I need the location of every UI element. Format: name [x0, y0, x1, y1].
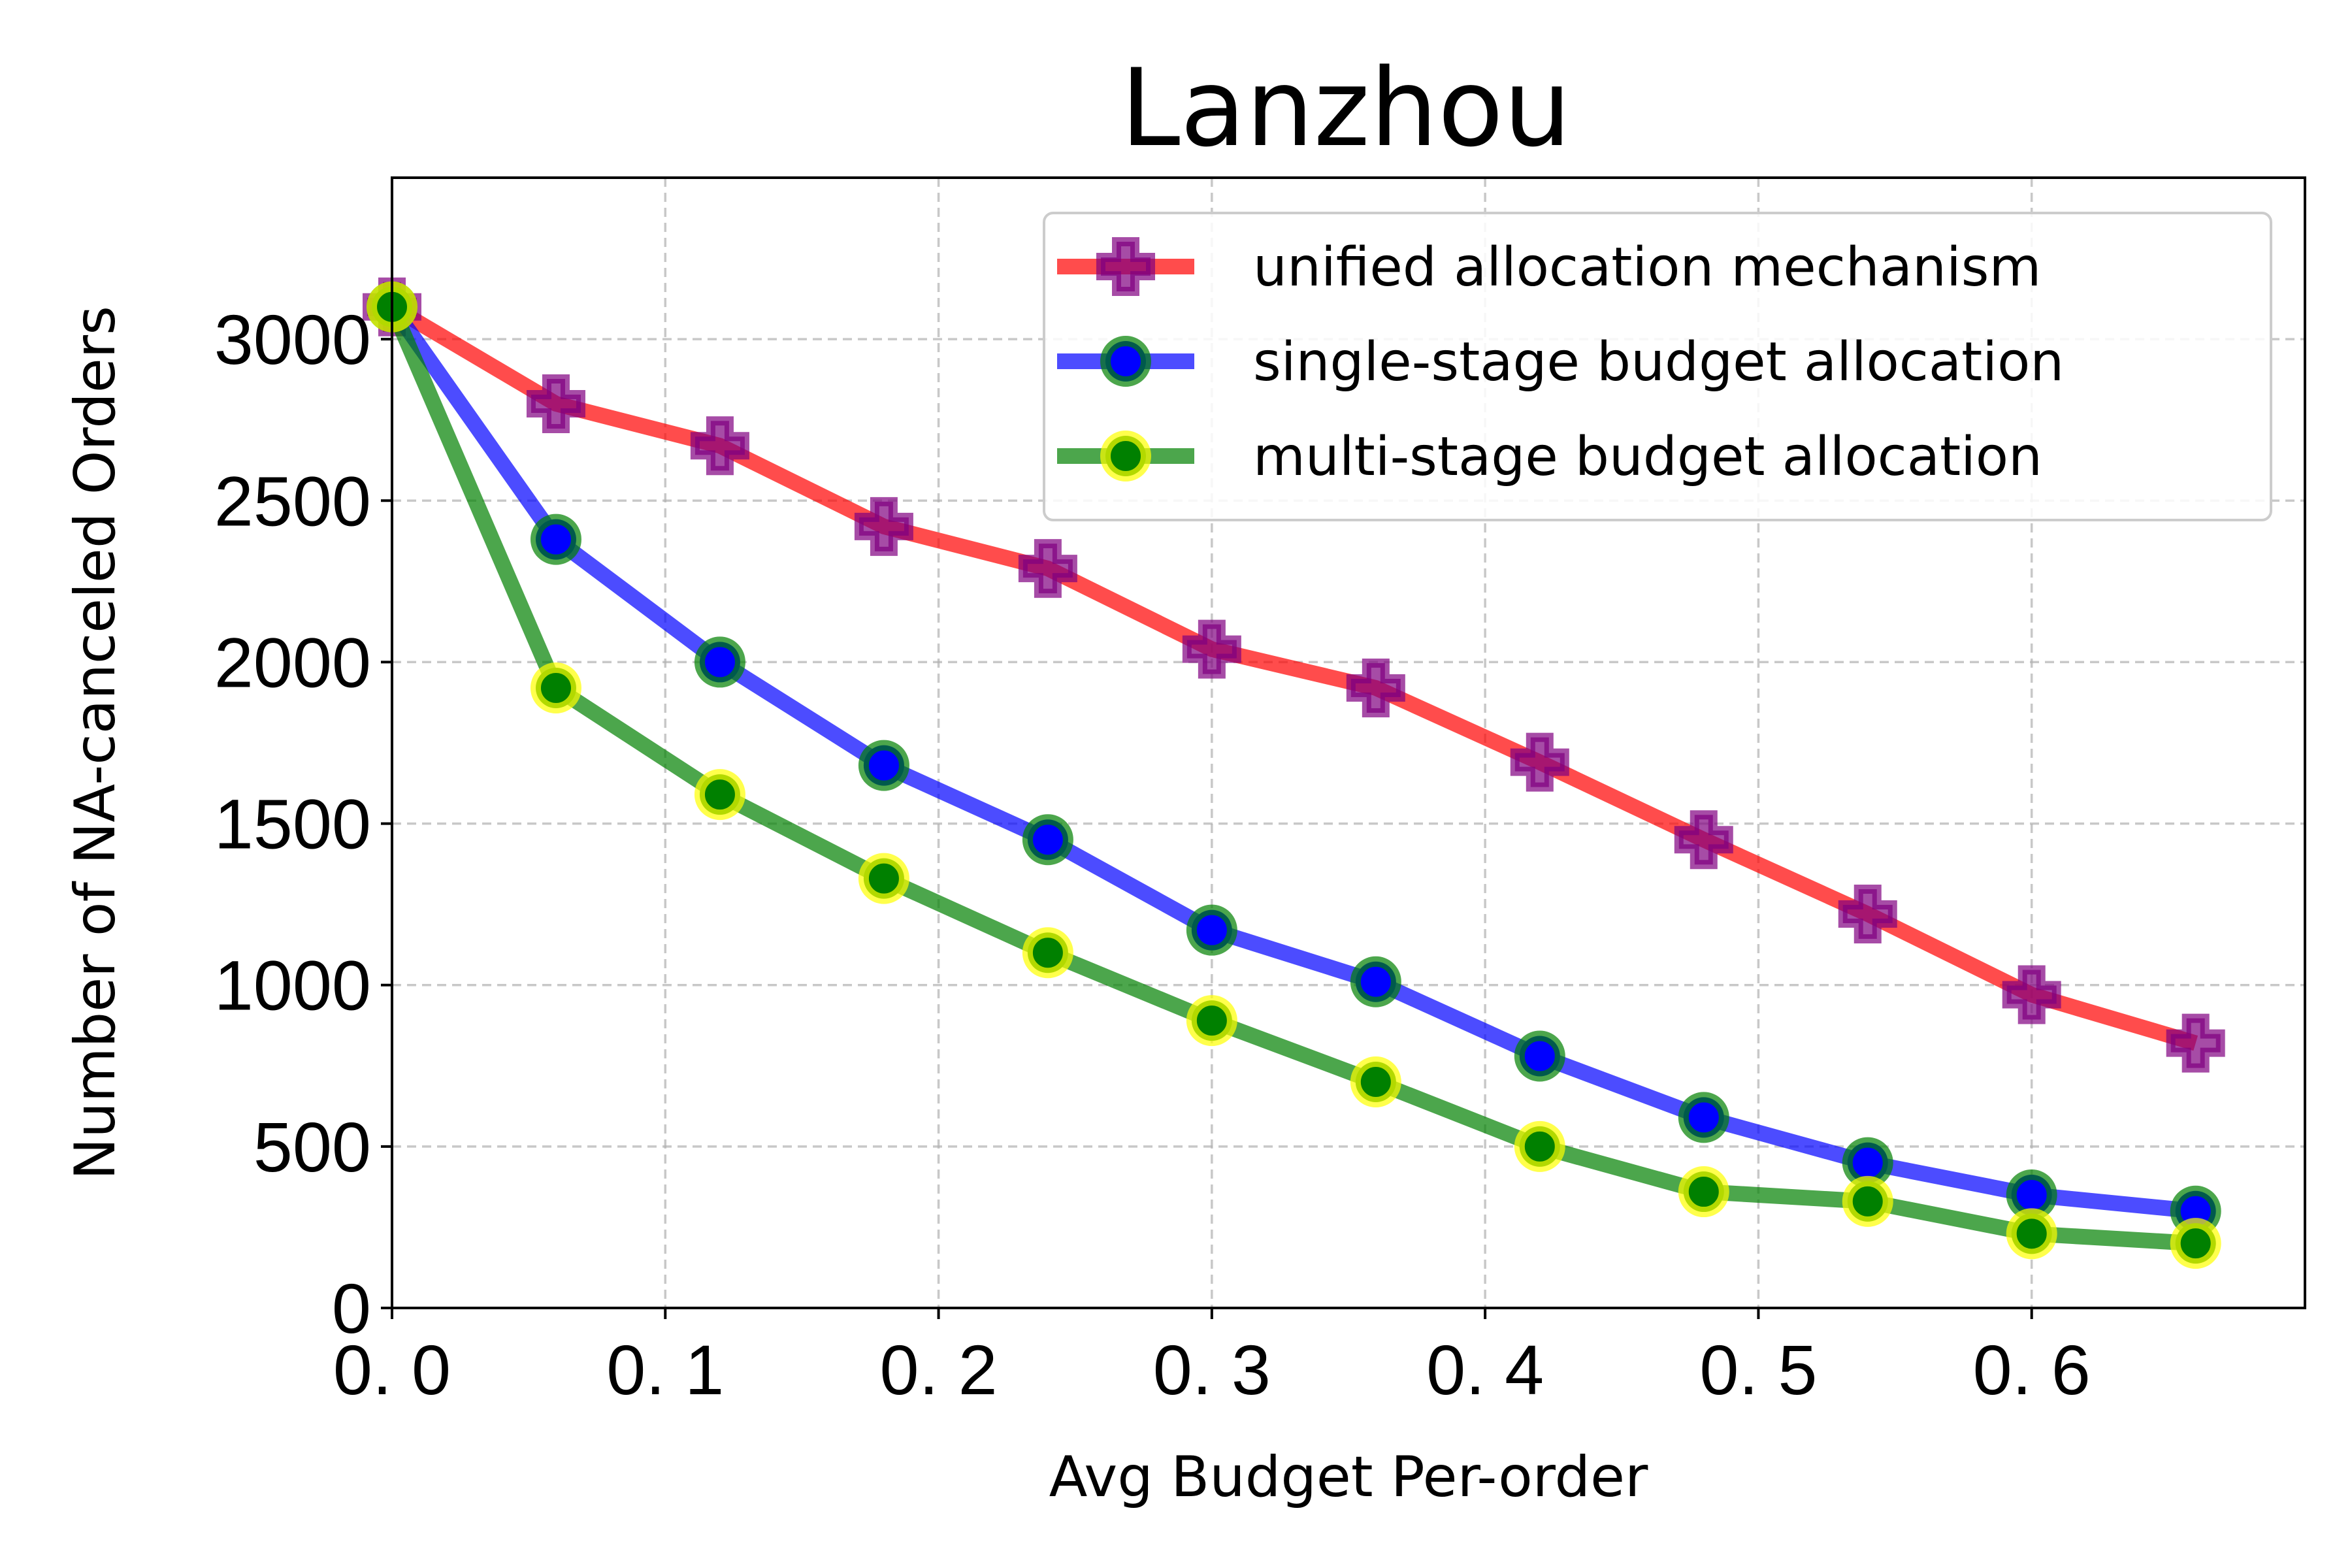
data-point	[1350, 956, 1401, 1007]
legend: unified allocation mechanism single-stage…	[1043, 212, 2272, 521]
x-tick-label: 0. 6	[1973, 1330, 2091, 1409]
legend-item: multi-stage budget allocation	[1057, 426, 2042, 488]
x-tick-label: 0. 0	[333, 1330, 451, 1409]
y-tick-label: 500	[253, 1107, 371, 1186]
data-point	[1678, 1092, 1729, 1143]
legend-label: unified allocation mechanism	[1253, 237, 2041, 299]
ticks: 0. 0 0. 1 0. 2 0. 3 0. 4 0. 5 0. 6 0 500 1000 1500…	[214, 300, 2091, 1409]
x-tick-label: 0. 5	[1699, 1330, 1817, 1409]
legend-swatch-marker	[1100, 431, 1151, 482]
data-point	[690, 416, 749, 476]
data-point	[2170, 1218, 2221, 1269]
y-tick-label: 1500	[214, 785, 371, 864]
legend-item: single-stage budget allocation	[1057, 331, 2064, 393]
series-layer	[363, 277, 2225, 1269]
data-point	[1514, 1120, 1565, 1172]
data-point	[2006, 1208, 2057, 1260]
data-point	[1514, 1030, 1565, 1082]
data-point	[1018, 539, 1077, 598]
data-point	[530, 514, 581, 565]
data-point	[526, 374, 585, 433]
data-point	[1838, 884, 1897, 943]
data-point	[1674, 810, 1733, 870]
y-tick-label: 2000	[214, 623, 371, 702]
plot-frame	[391, 176, 2306, 1309]
data-point	[2166, 1013, 2225, 1073]
data-point	[1350, 1056, 1401, 1107]
legend-swatch-marker	[1096, 237, 1155, 296]
data-point	[1346, 658, 1405, 717]
data-point	[694, 636, 745, 688]
y-tick-label: 2500	[214, 461, 371, 540]
x-axis-label: Avg Budget Per-order	[1049, 1445, 1648, 1510]
data-point	[1842, 1175, 1893, 1227]
data-point	[2002, 965, 2061, 1024]
x-tick-label: 0. 4	[1426, 1330, 1544, 1409]
data-point	[530, 662, 581, 713]
data-point	[1182, 619, 1241, 679]
legend-item: unified allocation mechanism	[1057, 237, 2041, 299]
data-point	[858, 853, 909, 904]
data-point	[1022, 814, 1073, 866]
data-point	[694, 769, 745, 821]
y-tick-label: 1000	[214, 946, 371, 1025]
x-tick-label: 0. 3	[1153, 1330, 1271, 1409]
data-point	[1186, 995, 1237, 1047]
y-tick-label: 3000	[214, 300, 371, 379]
legend-swatch-marker	[1100, 336, 1151, 387]
data-point	[858, 740, 909, 791]
data-point	[1510, 732, 1569, 792]
data-point	[854, 497, 913, 556]
legend-frame	[1043, 212, 2272, 521]
series-line	[384, 303, 2197, 1252]
series-line	[385, 302, 2197, 1219]
y-axis-label: Number of NA-canceled Orders	[63, 306, 128, 1180]
data-point	[1678, 1166, 1729, 1218]
chart-title: Lanzhou	[1120, 46, 1571, 171]
data-point	[1186, 904, 1237, 956]
x-tick-label: 0. 2	[880, 1330, 998, 1409]
data-point	[1022, 927, 1073, 979]
legend-label: single-stage budget allocation	[1253, 331, 2064, 393]
legend-label: multi-stage budget allocation	[1253, 426, 2042, 488]
x-tick-label: 0. 1	[606, 1330, 724, 1409]
y-tick-label: 0	[332, 1269, 371, 1348]
